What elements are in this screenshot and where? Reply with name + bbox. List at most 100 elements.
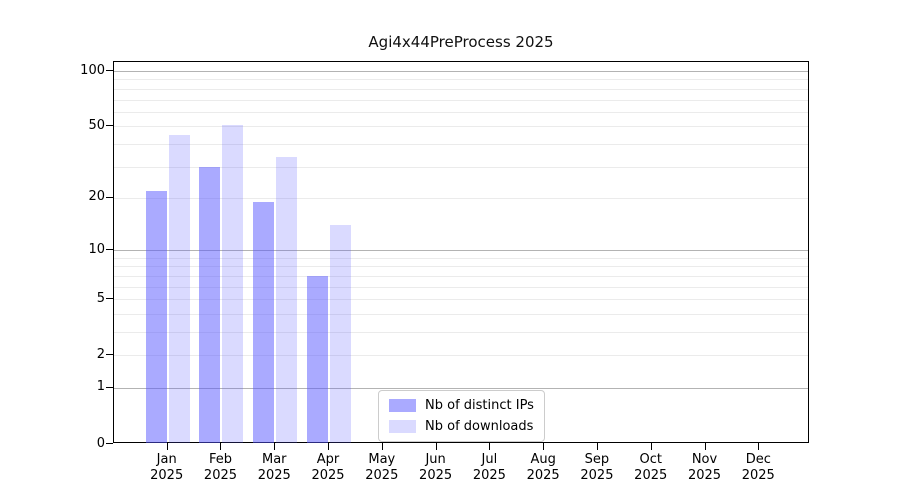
x-tick-label-line: Nov: [691, 452, 718, 467]
y-tick-mark: [106, 196, 113, 198]
y-tick-mark: [106, 70, 113, 72]
x-tick-label: Oct 2025: [623, 452, 679, 484]
legend: Nb of distinct IPs Nb of downloads: [378, 390, 545, 442]
x-tick-label-line: Jun: [425, 452, 446, 467]
x-tick-label-line: Feb: [208, 452, 232, 467]
y-tick-mark: [106, 443, 113, 444]
x-tick-label-line: 2025: [365, 468, 399, 483]
minor-gridline: [114, 88, 808, 90]
x-tick-label: Aug 2025: [515, 452, 571, 484]
minor-gridline: [114, 266, 808, 268]
minor-gridline: [114, 166, 808, 168]
y-tick-label: 1: [96, 379, 105, 395]
x-tick-label: Feb 2025: [192, 452, 248, 484]
x-tick-label: Dec 2025: [730, 452, 786, 484]
x-tick-label: Jan 2025: [139, 452, 195, 484]
x-tick-label-line: May: [368, 452, 396, 467]
bar-nb-of-distinct-ips: [145, 190, 167, 443]
major-gridline: [114, 250, 808, 252]
x-tick-mark: [328, 443, 330, 450]
x-tick-label-line: 2025: [203, 468, 238, 483]
x-tick-label: Apr 2025: [300, 452, 356, 484]
x-tick-mark: [166, 443, 168, 450]
minor-gridline: [114, 257, 808, 259]
x-tick-mark: [543, 443, 545, 450]
x-tick-label-line: 2025: [580, 468, 614, 483]
x-tick-label-line: 2025: [687, 468, 722, 483]
minor-gridline: [114, 111, 808, 113]
chart-title: Agi4x44PreProcess 2025: [368, 33, 554, 51]
minor-gridline: [114, 331, 808, 333]
x-tick-mark: [274, 443, 276, 450]
x-tick-label-line: 2025: [257, 468, 291, 483]
x-tick-label-line: Mar: [261, 452, 287, 467]
y-tick-label: 100: [80, 62, 105, 78]
x-tick-label-line: Jul: [481, 452, 498, 467]
x-tick-mark: [704, 443, 706, 450]
y-tick-label: 2: [96, 346, 105, 362]
x-tick-mark: [650, 443, 652, 450]
x-tick-label: Nov 2025: [677, 452, 733, 484]
minor-gridline: [114, 79, 808, 81]
y-tick-mark: [106, 298, 113, 300]
plot-area: [113, 61, 809, 443]
y-tick-label: 20: [88, 189, 105, 205]
x-tick-label-line: 2025: [150, 468, 184, 483]
x-tick-mark: [220, 443, 222, 450]
legend-row: Nb of downloads: [389, 418, 534, 435]
minor-gridline: [114, 313, 808, 315]
minor-gridline: [114, 143, 808, 145]
bar-nb-of-downloads: [222, 124, 244, 443]
bar-nb-of-downloads: [168, 134, 190, 443]
legend-swatch: [389, 420, 416, 433]
x-tick-label: Mar 2025: [246, 452, 302, 484]
x-tick-mark: [596, 443, 598, 450]
x-tick-label-line: Dec: [745, 452, 771, 467]
x-tick-label-line: 2025: [419, 468, 453, 483]
x-tick-label: Jul 2025: [461, 452, 517, 484]
y-tick-label: 5: [96, 290, 105, 306]
major-gridline: [114, 71, 808, 73]
legend-swatch: [389, 399, 416, 412]
legend-label: Nb of distinct IPs: [425, 398, 534, 413]
y-tick-label: 10: [88, 241, 105, 257]
minor-gridline: [114, 275, 808, 277]
bar-nb-of-distinct-ips: [199, 166, 221, 443]
x-tick-label: Sep 2025: [569, 452, 625, 484]
x-tick-mark: [489, 443, 491, 450]
x-tick-label-line: 2025: [472, 468, 506, 483]
y-tick-label: 50: [88, 117, 105, 133]
x-tick-mark: [381, 443, 383, 450]
bar-nb-of-downloads: [276, 156, 298, 443]
x-tick-label-line: Apr: [316, 452, 340, 467]
y-tick-label: 0: [96, 435, 105, 451]
legend-label: Nb of downloads: [425, 419, 534, 434]
minor-gridline: [114, 126, 808, 128]
x-tick-label-line: 2025: [741, 468, 775, 483]
minor-gridline: [114, 197, 808, 199]
y-tick-mark: [106, 125, 113, 127]
minor-gridline: [114, 99, 808, 101]
x-tick-label: Jun 2025: [408, 452, 464, 484]
x-tick-label-line: 2025: [311, 468, 345, 483]
minor-gridline: [114, 355, 808, 357]
minor-gridline: [114, 299, 808, 301]
y-tick-mark: [106, 386, 113, 388]
x-tick-label-line: 2025: [526, 468, 560, 483]
major-gridline: [114, 387, 808, 389]
minor-gridline: [114, 286, 808, 288]
bar-nb-of-downloads: [330, 225, 352, 443]
x-tick-label-line: 2025: [634, 468, 668, 483]
x-tick-label-line: Aug: [530, 452, 556, 467]
y-tick-mark: [106, 354, 113, 356]
bar-nb-of-distinct-ips: [253, 201, 275, 443]
x-tick-mark: [435, 443, 437, 450]
x-tick-label: May 2025: [354, 452, 410, 484]
x-tick-label-line: Jan: [156, 452, 177, 467]
x-tick-mark: [758, 443, 760, 450]
bar-nb-of-distinct-ips: [307, 275, 329, 443]
x-tick-label-line: Sep: [584, 452, 610, 467]
x-tick-label-line: Oct: [639, 452, 662, 467]
legend-row: Nb of distinct IPs: [389, 397, 534, 414]
